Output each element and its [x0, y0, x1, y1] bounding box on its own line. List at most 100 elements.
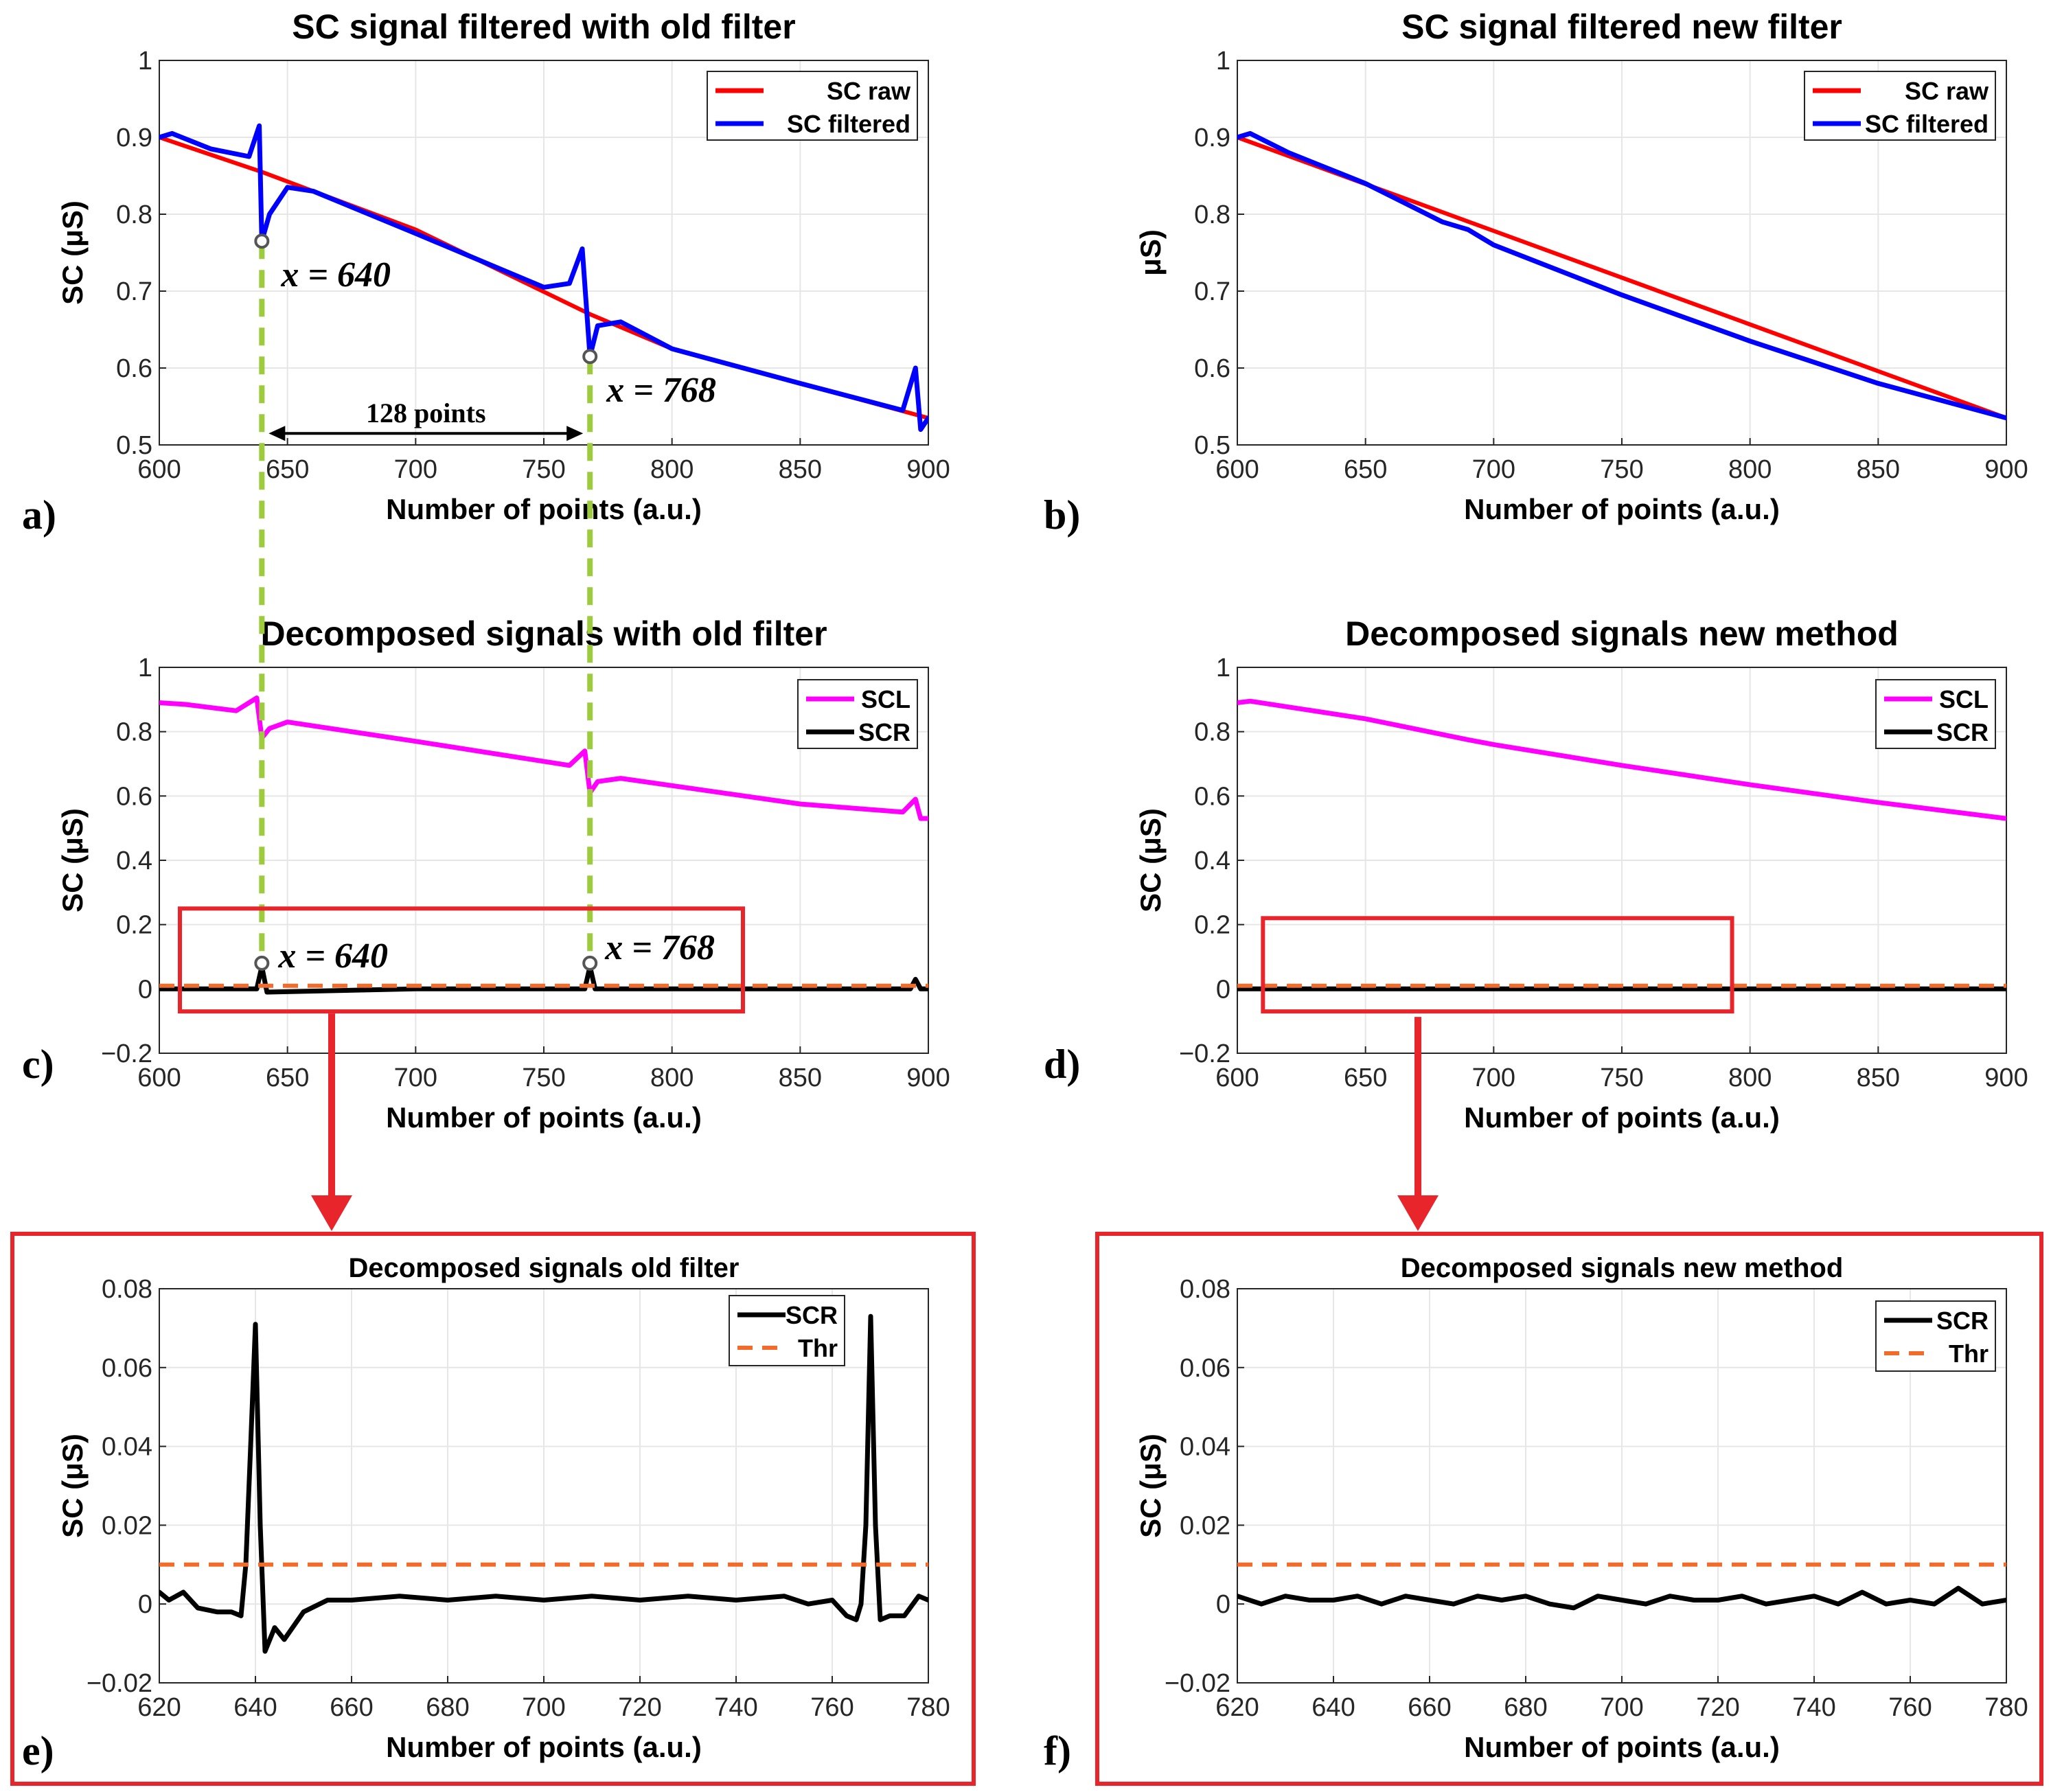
y-tick-label: 0.02 — [102, 1511, 152, 1540]
x-tick-label: 660 — [1408, 1693, 1451, 1722]
panel-letter: d) — [1044, 1042, 1080, 1087]
y-tick-label: 0.6 — [1194, 354, 1230, 383]
legend-label: SCR — [1936, 1307, 1989, 1335]
x-tick-label: 740 — [1792, 1693, 1835, 1722]
legend-label: Thr — [1949, 1340, 1989, 1368]
x-tick-label: 760 — [1888, 1693, 1932, 1722]
x-tick-label: 760 — [810, 1693, 853, 1722]
y-tick-label: 1 — [1216, 47, 1230, 76]
y-tick-label: 0.6 — [116, 354, 152, 383]
x-tick-label: 700 — [1472, 1064, 1515, 1092]
y-tick-label: 1 — [138, 654, 152, 682]
y-tick-label: 0.06 — [1180, 1354, 1230, 1383]
zoom-region-c — [178, 906, 745, 1014]
x-tick-label: 650 — [1344, 1064, 1387, 1092]
x-axis-label: Number of points (a.u.) — [1464, 1731, 1780, 1763]
y-tick-label: −0.02 — [87, 1669, 152, 1698]
point-marker — [254, 233, 270, 249]
y-tick-label: 0.9 — [1194, 124, 1230, 152]
y-axis-label: SC (μS) — [1134, 1434, 1167, 1538]
panel-letter: c) — [22, 1042, 54, 1087]
legend-label: SC raw — [827, 77, 911, 105]
x-tick-label: 620 — [137, 1693, 181, 1722]
y-tick-label: 0.4 — [1194, 847, 1230, 875]
y-axis-label: SC (μS) — [1134, 808, 1167, 912]
x-tick-label: 850 — [779, 455, 822, 484]
y-tick-label: 0.6 — [1194, 782, 1230, 811]
chart-title: SC signal filtered new filter — [1401, 8, 1842, 46]
x-tick-label: 600 — [137, 1064, 181, 1092]
panel-letter: e) — [22, 1728, 54, 1773]
chart-title: Decomposed signals new method — [1401, 1253, 1844, 1283]
x-axis-label: Number of points (a.u.) — [386, 1731, 702, 1763]
x-tick-label: 620 — [1215, 1693, 1259, 1722]
x-tick-label: 700 — [1472, 455, 1515, 484]
series-group — [159, 123, 928, 433]
x-tick-label: 640 — [233, 1693, 277, 1722]
series-group — [1237, 130, 2006, 421]
legend: SC raw SC filtered — [1804, 71, 1996, 141]
x-tick-label: 720 — [618, 1693, 661, 1722]
y-tick-label: 0 — [138, 1590, 152, 1619]
legend: SCL SCR — [797, 679, 918, 749]
axes-box — [159, 1288, 929, 1684]
x-tick-label: 900 — [1984, 455, 2028, 484]
zoom-arrow-d-head — [1397, 1195, 1439, 1231]
x-tick-label: 800 — [650, 1064, 694, 1092]
x-tick-label: 780 — [1984, 1693, 2028, 1722]
chart-title: Decomposed signals old filter — [348, 1253, 739, 1283]
annotation-label: x = 768 — [606, 371, 716, 410]
y-axis-label: SC (μS) — [56, 1434, 89, 1538]
series-group — [159, 1313, 928, 1654]
x-tick-label: 700 — [394, 1064, 437, 1092]
y-axis-label: SC (μS) — [56, 808, 89, 912]
legend-box — [1804, 71, 1996, 141]
x-tick-label: 900 — [906, 1064, 950, 1092]
legend-box — [1875, 679, 1996, 749]
y-tick-label: 0.8 — [1194, 718, 1230, 747]
x-tick-label: 700 — [394, 455, 437, 484]
x-tick-label: 660 — [330, 1693, 373, 1722]
y-tick-label: 0.06 — [102, 1354, 152, 1383]
x-axis-label: Number of points (a.u.) — [386, 1101, 702, 1134]
y-tick-label: 0.8 — [116, 718, 152, 747]
x-tick-label: 900 — [906, 455, 950, 484]
panel-letter: b) — [1044, 492, 1080, 538]
point-marker — [582, 349, 598, 365]
x-tick-label: 740 — [714, 1693, 757, 1722]
point-marker — [582, 955, 598, 971]
y-tick-label: 0 — [138, 975, 152, 1004]
span-label: 128 points — [366, 398, 486, 428]
y-tick-label: 1 — [1216, 654, 1230, 682]
series-line-scr — [159, 1313, 928, 1654]
x-tick-label: 800 — [650, 455, 694, 484]
axes-box — [1237, 1288, 2007, 1684]
series-group — [1237, 1562, 2006, 1611]
x-tick-label: 600 — [1215, 1064, 1259, 1092]
x-tick-label: 680 — [1504, 1693, 1547, 1722]
y-tick-label: −0.2 — [101, 1039, 152, 1068]
y-tick-label: 0 — [1216, 975, 1230, 1004]
x-tick-label: 780 — [906, 1693, 950, 1722]
x-axis-label: Number of points (a.u.) — [1464, 1101, 1780, 1134]
legend-label: SCR — [1936, 718, 1989, 746]
y-tick-label: 0.08 — [102, 1275, 152, 1304]
x-tick-label: 900 — [1984, 1064, 2028, 1092]
y-axis-label: μS) — [1134, 229, 1167, 276]
x-tick-label: 720 — [1696, 1693, 1739, 1722]
x-tick-label: 850 — [1857, 455, 1900, 484]
legend-box — [797, 679, 918, 749]
legend-label: SC filtered — [787, 110, 910, 138]
x-tick-label: 600 — [137, 455, 181, 484]
legend-label: SC filtered — [1865, 110, 1989, 138]
legend-label: SCL — [861, 685, 910, 713]
panel-letter: f) — [1044, 1728, 1071, 1773]
x-tick-label: 650 — [1344, 455, 1387, 484]
y-tick-label: 0.2 — [1194, 911, 1230, 940]
legend-label: SC raw — [1905, 77, 1989, 105]
legend-label: SCR — [786, 1301, 838, 1329]
panel-b: 600 650 700 750 800 850 900 0.5 0.6 0.7 0.8 0.9 1 SC … — [1044, 8, 2028, 538]
x-tick-label: 750 — [1600, 455, 1643, 484]
series-line-sc-filtered — [159, 123, 928, 433]
x-tick-label: 680 — [426, 1693, 469, 1722]
